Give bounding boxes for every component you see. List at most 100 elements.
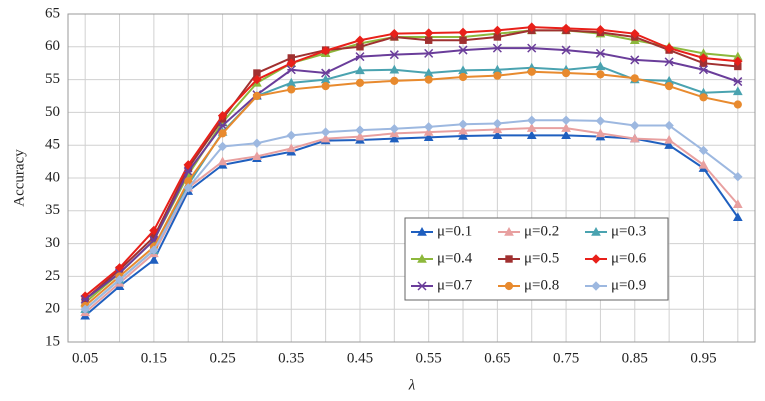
- series-line: [84, 70, 739, 307]
- point: [423, 127, 434, 136]
- point: [149, 225, 159, 236]
- point: [252, 74, 262, 85]
- point: [389, 50, 399, 60]
- x-tick-label: 0.75: [553, 350, 579, 366]
- point: [595, 25, 606, 35]
- point: [423, 122, 434, 132]
- point: [424, 36, 433, 44]
- point: [149, 254, 159, 264]
- point: [595, 61, 606, 71]
- point: [630, 74, 639, 83]
- point: [561, 68, 571, 78]
- legend-marker: [504, 281, 514, 291]
- y-tick-label: 40: [45, 169, 60, 185]
- legend-marker: [417, 253, 427, 263]
- point: [595, 128, 606, 138]
- point: [629, 133, 640, 143]
- point: [320, 46, 331, 56]
- point: [630, 28, 640, 39]
- point: [698, 53, 709, 63]
- point: [252, 138, 262, 148]
- point: [561, 45, 571, 55]
- point: [217, 141, 228, 152]
- y-tick-label: 15: [45, 333, 60, 349]
- point: [561, 123, 571, 132]
- point: [218, 129, 227, 138]
- x-axis-label: λ: [408, 377, 416, 393]
- legend: μ=0.1 μ=0.2 μ=0.3 μ=0.4 μ=0.5 μ=0.6 μ=0.7 μ=0.8…: [404, 217, 669, 301]
- legend-marker: [505, 255, 513, 263]
- point: [286, 130, 296, 141]
- series-line: [84, 29, 738, 304]
- legend-label: μ=0.5: [524, 250, 559, 266]
- point: [183, 166, 193, 176]
- point: [286, 58, 296, 68]
- point: [320, 133, 331, 143]
- point: [458, 27, 468, 38]
- y-tick-label: 50: [45, 104, 60, 120]
- point: [389, 124, 400, 134]
- legend-label: μ=0.8: [524, 277, 559, 293]
- y-tick-label: 20: [45, 301, 60, 317]
- point: [286, 143, 297, 153]
- point: [527, 67, 536, 76]
- point: [664, 140, 674, 149]
- point: [699, 93, 708, 102]
- x-tick-label: 0.05: [72, 350, 98, 366]
- point: [733, 56, 743, 66]
- point: [424, 48, 434, 58]
- point: [698, 145, 709, 156]
- point: [252, 151, 262, 161]
- point: [595, 48, 605, 58]
- point: [149, 245, 159, 255]
- series-line: [84, 127, 739, 314]
- point: [458, 130, 468, 140]
- point: [526, 123, 537, 132]
- point: [527, 43, 537, 53]
- point: [114, 274, 125, 285]
- legend-marker: [591, 254, 601, 264]
- series-line: [84, 26, 738, 297]
- point: [732, 199, 743, 208]
- point: [458, 72, 468, 82]
- point: [595, 116, 606, 126]
- point: [355, 65, 365, 75]
- point: [561, 115, 571, 125]
- point: [561, 23, 571, 34]
- legend-marker: [417, 281, 427, 291]
- point: [218, 120, 228, 131]
- point: [458, 125, 468, 135]
- x-tick-label: 0.85: [622, 350, 648, 366]
- point: [733, 100, 742, 109]
- point: [492, 118, 503, 129]
- y-tick-label: 35: [45, 202, 60, 218]
- y-tick-label: 55: [45, 71, 60, 87]
- point: [355, 35, 365, 45]
- point: [183, 160, 193, 170]
- y-tick-label: 60: [45, 38, 60, 54]
- x-tick-label: 0.25: [209, 350, 235, 366]
- point: [664, 120, 674, 131]
- point: [321, 82, 330, 91]
- point: [664, 43, 674, 53]
- point: [252, 91, 262, 101]
- point: [287, 85, 296, 94]
- y-tick-label: 65: [45, 5, 60, 21]
- point: [492, 130, 503, 140]
- x-tick-label: 0.45: [347, 350, 373, 366]
- y-tick-label: 30: [45, 235, 60, 251]
- point: [698, 159, 709, 169]
- point: [355, 78, 365, 87]
- point: [733, 171, 743, 182]
- legend-label: μ=0.6: [611, 250, 647, 266]
- point: [527, 115, 537, 125]
- point: [526, 130, 537, 140]
- point: [561, 130, 571, 140]
- legend-marker: [591, 281, 601, 291]
- point: [80, 304, 90, 314]
- legend-marker: [417, 226, 427, 236]
- legend-marker: [504, 226, 514, 236]
- point: [492, 25, 503, 36]
- point: [217, 156, 228, 166]
- point: [493, 71, 502, 80]
